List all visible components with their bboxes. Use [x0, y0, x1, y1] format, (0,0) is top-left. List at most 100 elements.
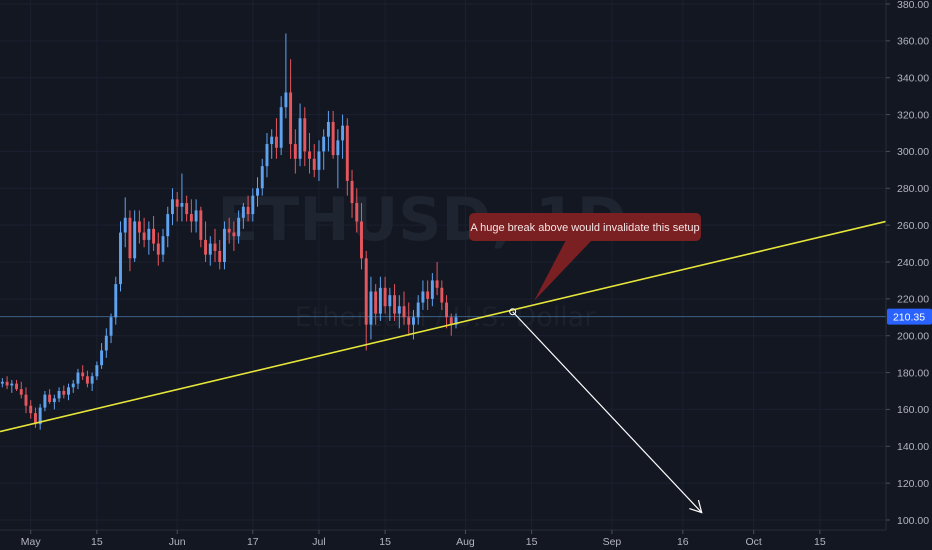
candle-body [100, 350, 104, 366]
candle [322, 129, 326, 170]
time-tick-label: 15 [814, 536, 826, 548]
candle [81, 365, 85, 380]
candle-body [76, 372, 80, 384]
candle [85, 370, 89, 388]
candle-body [156, 243, 160, 255]
candle [336, 129, 340, 189]
candle-body [355, 203, 359, 222]
price-tick-label: 300.00 [897, 146, 929, 158]
time-tick-label: 15 [91, 536, 103, 548]
time-tick-label: 15 [379, 536, 391, 548]
candle [303, 107, 307, 167]
candle [109, 313, 113, 344]
annotation-callout[interactable]: A huge break above would invalidate this… [469, 213, 701, 301]
price-tick-label: 160.00 [897, 404, 929, 416]
candle-body [336, 140, 340, 156]
candle [412, 309, 415, 340]
candle-body [24, 394, 28, 406]
candlestick-series [0, 33, 458, 430]
candle-body [274, 136, 278, 148]
price-tick-label: 320.00 [897, 109, 929, 121]
candle-body [171, 199, 174, 215]
price-tick-label: 100.00 [897, 515, 929, 527]
candle-body [369, 291, 373, 325]
candle [15, 379, 19, 391]
grid [0, 0, 886, 530]
candle-body [119, 232, 122, 285]
candle [57, 387, 61, 403]
candle [383, 276, 387, 314]
candle [19, 381, 23, 399]
candle [24, 387, 28, 414]
last-price-badge [887, 308, 932, 325]
candle [52, 394, 56, 410]
candle [260, 158, 264, 196]
candle-body [397, 306, 401, 314]
last-price-label: 210.35 [887, 308, 932, 325]
candle-body [90, 376, 94, 384]
price-tick-label: 340.00 [897, 73, 929, 85]
candle-body [256, 188, 259, 196]
candle [76, 368, 80, 390]
candle [100, 343, 104, 369]
price-tick-label: 120.00 [897, 478, 929, 490]
candle-body [426, 291, 430, 299]
candle-body [194, 210, 198, 222]
candle-body [213, 243, 217, 251]
candle [369, 276, 373, 340]
candle [393, 284, 397, 321]
time-axis[interactable]: May 15 Jun 17 Jul 15 Aug 15 Sep 16 Oct 15 [0, 529, 886, 548]
time-tick-label: 15 [526, 536, 538, 548]
candle-body [137, 221, 141, 233]
candle [360, 203, 363, 270]
candle-body [326, 121, 330, 137]
candle [378, 276, 382, 321]
candle-body [123, 217, 127, 233]
candle-body [421, 291, 425, 303]
candle [374, 284, 378, 325]
candle-body [402, 306, 406, 318]
candle [312, 144, 316, 178]
candle-body [331, 121, 335, 156]
projection-arrow[interactable] [509, 308, 703, 514]
candle-body [308, 151, 311, 159]
trendline[interactable] [0, 220, 887, 433]
candle-body [251, 195, 255, 215]
candle [298, 103, 302, 167]
candle-body [284, 92, 288, 108]
candle-body [322, 136, 326, 152]
candle [454, 313, 458, 329]
candle [133, 210, 137, 262]
candle [445, 295, 449, 329]
candle [161, 228, 165, 262]
price-tick-label: 140.00 [897, 441, 929, 453]
candle [402, 291, 406, 325]
annotation-text: A huge break above would invalidate this… [470, 222, 699, 234]
candle [43, 391, 47, 412]
arrow-head [689, 499, 703, 514]
time-tick-label: Oct [746, 536, 762, 548]
candle [279, 96, 283, 156]
candle-body [454, 317, 458, 325]
candle [33, 407, 37, 428]
candle-body [388, 295, 392, 307]
candle [119, 221, 122, 292]
candle [0, 378, 4, 388]
candle [147, 221, 151, 255]
candle-body [15, 383, 19, 390]
candle [71, 379, 75, 393]
candle-body [237, 217, 241, 237]
candle [256, 177, 259, 207]
candle [430, 273, 434, 307]
candle [293, 129, 297, 174]
candle-body [407, 317, 411, 325]
candle-body [104, 335, 108, 351]
candle-body [393, 295, 397, 314]
candle [265, 133, 269, 178]
time-tick-label: Aug [456, 536, 475, 548]
candle [341, 114, 345, 159]
candle [284, 33, 288, 119]
price-axis[interactable]: 100.00 120.00 140.00 160.00 180.00 200.00 220.… [885, 0, 929, 530]
candle [123, 197, 127, 248]
